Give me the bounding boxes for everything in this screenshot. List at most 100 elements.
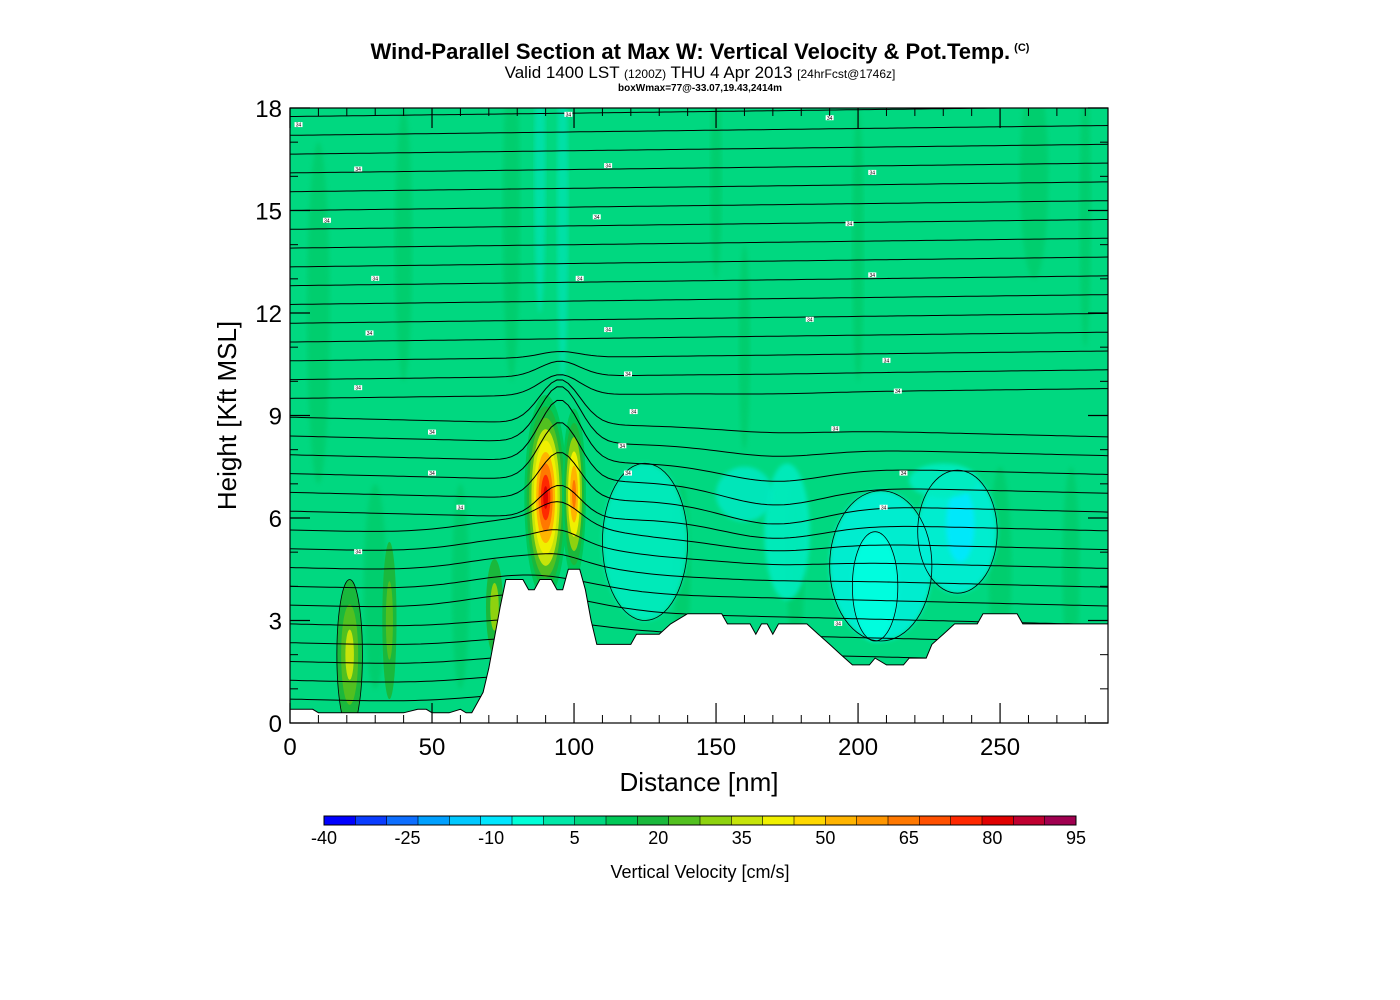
isentrope-label: 34: [365, 330, 374, 337]
colorbar-tick-label: 20: [648, 828, 668, 848]
isentrope-label: 34: [354, 385, 363, 392]
colorbar-swatch: [950, 816, 983, 825]
colorbar-swatch: [762, 816, 795, 825]
isentrope-label: 34: [354, 549, 363, 556]
isentrope-line: [290, 360, 1108, 381]
isentrope-label-text: 34: [835, 621, 841, 627]
isentrope-label: 34: [805, 316, 814, 323]
isentrope-line: [290, 452, 1108, 525]
isentrope-label-bg: [322, 217, 331, 223]
isentrope-label-text: 34: [296, 123, 302, 129]
isentrope-label: 34: [604, 327, 613, 334]
isentrope-line: [290, 143, 1108, 155]
isentrope-label-bg: [618, 443, 627, 449]
isentrope-line: [290, 88, 1108, 98]
isentrope-label-text: 34: [625, 372, 631, 378]
field-streak: [534, 108, 546, 313]
colorbar-swatch: [512, 816, 544, 825]
isentrope-label-text: 34: [833, 427, 839, 433]
isentrope-label-bg: [825, 115, 834, 121]
isentrope-label-bg: [592, 214, 601, 220]
isentrope-line: [290, 275, 1108, 287]
isentrope-label-text: 34: [605, 164, 611, 170]
isentrope-label-text: 34: [372, 276, 378, 282]
isentrope-line: [290, 350, 1108, 362]
downdraft-region: [852, 531, 898, 641]
downdraft-region: [602, 463, 688, 621]
low-level-updraft: [345, 629, 354, 680]
x-tick-label: 50: [419, 734, 446, 761]
colorbar-tick-label: 50: [815, 828, 835, 848]
y-tick-label: 6: [269, 506, 282, 533]
isentrope-label: 34: [831, 426, 840, 433]
isentrope-label: 34: [618, 443, 627, 450]
downdraft-region: [764, 463, 810, 600]
chart-title-text: Wind-Parallel Section at Max W: Vertical…: [370, 39, 1011, 64]
forecast-label: [24hrFcst@1746z]: [797, 67, 896, 81]
colorbar-swatch: [856, 816, 889, 825]
colorbar-swatch: [449, 816, 482, 825]
isentrope-label: 34: [899, 470, 908, 477]
colorbar-tick-label: 95: [1066, 828, 1086, 848]
isentrope-label-bg: [629, 409, 638, 415]
isentrope-label: 34: [354, 166, 363, 173]
isentrope-line: [290, 484, 1108, 539]
valid-utc: (1200Z): [624, 67, 667, 81]
field-streak: [1079, 108, 1091, 348]
field-streak: [556, 108, 569, 382]
isentrope-label-text: 34: [429, 430, 435, 436]
isentrope-line: [290, 422, 1108, 506]
isentrope-label: 34: [592, 214, 601, 221]
isentrope-label: 34: [845, 221, 854, 228]
colorbar-swatch: [919, 816, 952, 825]
isentrope-label-bg: [831, 426, 840, 432]
isentrope-label-bg: [365, 330, 374, 336]
y-tick-label: 3: [269, 609, 282, 636]
isentrope-label-bg: [868, 272, 877, 278]
colorbar-tick-label: 80: [982, 828, 1002, 848]
isentrope-label-bg: [428, 470, 437, 476]
colorbar-swatch: [637, 816, 670, 825]
low-level-updraft: [385, 581, 393, 660]
isentrope-label: 34: [868, 272, 877, 279]
field-streak: [363, 483, 387, 689]
y-tick-label: 12: [255, 301, 282, 328]
isentrope-line: [290, 379, 1108, 438]
colorbar-swatch: [1013, 816, 1046, 825]
isentrope-label: 34: [564, 111, 573, 118]
field-streak: [307, 142, 330, 484]
isentrope-label-text: 34: [620, 444, 626, 450]
isentrope-label-bg: [354, 549, 363, 555]
isentrope-label-text: 34: [429, 471, 435, 477]
x-tick-label: 150: [696, 734, 736, 761]
isentrope-label: 34: [428, 429, 437, 436]
colorbar-swatch: [794, 816, 826, 825]
isentrope-line: [290, 553, 1108, 588]
isentrope-label: 34: [879, 504, 888, 511]
x-axis-label: Distance [nm]: [620, 767, 779, 797]
colorbar-frame: [323, 815, 1077, 826]
colorbar-tick-label: 35: [732, 828, 752, 848]
isentrope-label: 34: [882, 357, 891, 364]
downdraft-region: [909, 463, 978, 498]
isentrope-label-text: 34: [458, 505, 464, 511]
w-contour: [829, 490, 933, 642]
chart-title-block: Wind-Parallel Section at Max W: Vertical…: [0, 36, 1400, 95]
isentrope-label-text: 34: [566, 112, 572, 118]
colorbar-swatch: [480, 816, 513, 825]
isentrope-label: 34: [294, 122, 303, 129]
isentrope-label: 34: [322, 217, 331, 224]
field-streak: [1019, 108, 1049, 279]
isentrope-label-bg: [805, 316, 814, 322]
valid-prefix: Valid 1400 LST: [504, 63, 620, 82]
isentrope-label: 34: [623, 371, 632, 378]
boxmax-label: boxWmax=77@-33.07,19.43,2414m: [617, 83, 783, 94]
isentrope-label-bg: [371, 275, 380, 281]
w-contour: [917, 469, 998, 594]
isentrope-label: 34: [428, 470, 437, 477]
isentrope-label-text: 34: [869, 273, 875, 279]
colorbar-swatch: [888, 816, 920, 825]
isentrope-line: [290, 219, 1108, 230]
isentrope-label-text: 34: [605, 328, 611, 334]
